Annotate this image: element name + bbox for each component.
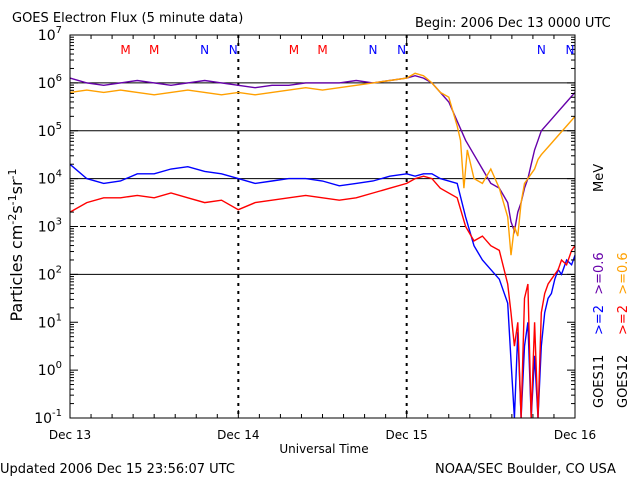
series-line-2 [69, 74, 576, 235]
satellite-marker-M: M [149, 43, 159, 57]
satellite-marker-N: N [369, 43, 378, 57]
satellite-marker-M: M [289, 43, 299, 57]
y-tick-label: 102 [38, 264, 62, 283]
y-tick-label: 10-1 [34, 408, 62, 427]
y-tick-label: 106 [38, 73, 62, 92]
legend-goes12: GOES12 [616, 355, 631, 408]
series-line-1 [69, 175, 576, 419]
x-tick-label: Dec 16 [554, 428, 596, 442]
legend-goes11: GOES11 [592, 355, 607, 408]
chart-title: GOES Electron Flux (5 minute data) [12, 11, 243, 26]
y-tick-label: 105 [38, 121, 62, 140]
satellite-marker-N: N [200, 43, 209, 57]
legend-2mev-goes11: >=2 [592, 305, 607, 335]
x-tick-label: Dec 13 [49, 428, 91, 442]
svg-text:>=2 >=0.6: >=2 >=0.6 [592, 252, 607, 335]
svg-text:Particles cm-2s-1sr-1: Particles cm-2s-1sr-1 [6, 168, 26, 321]
credit-label: NOAA/SEC Boulder, CO USA [435, 462, 616, 477]
y-axis-label: Particles cm-2s-1sr-1 [6, 168, 26, 321]
svg-text:>=2 >=0.6: >=2 >=0.6 [616, 252, 631, 335]
x-tick-label: Dec 15 [386, 428, 428, 442]
satellite-marker-N: N [537, 43, 546, 57]
legend: GOES11 GOES12 >=2 >=0.6 >=2 >=0.6 MeV [592, 164, 631, 408]
x-axis-label: Universal Time [279, 442, 368, 456]
series-line-3 [69, 72, 576, 256]
satellite-marker-M: M [120, 43, 130, 57]
satellite-marker-M: M [317, 43, 327, 57]
y-tick-label: 100 [38, 360, 62, 379]
satellite-marker-N: N [565, 43, 574, 57]
y-tick-label: 104 [38, 169, 62, 188]
y-tick-label: 101 [38, 312, 62, 331]
begin-time-label: Begin: 2006 Dec 13 0000 UTC [415, 16, 611, 31]
satellite-marker-N: N [397, 43, 406, 57]
legend-06mev-goes11: >=0.6 [592, 252, 607, 294]
updated-time-label: Updated 2006 Dec 15 23:56:07 UTC [0, 462, 235, 477]
legend-2mev-goes12: >=2 [616, 305, 631, 335]
series-line-0 [69, 163, 576, 419]
y-tick-label: 103 [38, 217, 62, 236]
legend-06mev-goes12: >=0.6 [616, 252, 631, 294]
satellite-marker-N: N [229, 43, 238, 57]
y-tick-label: 107 [38, 25, 62, 44]
x-tick-label: Dec 14 [217, 428, 259, 442]
legend-unit: MeV [592, 164, 607, 192]
